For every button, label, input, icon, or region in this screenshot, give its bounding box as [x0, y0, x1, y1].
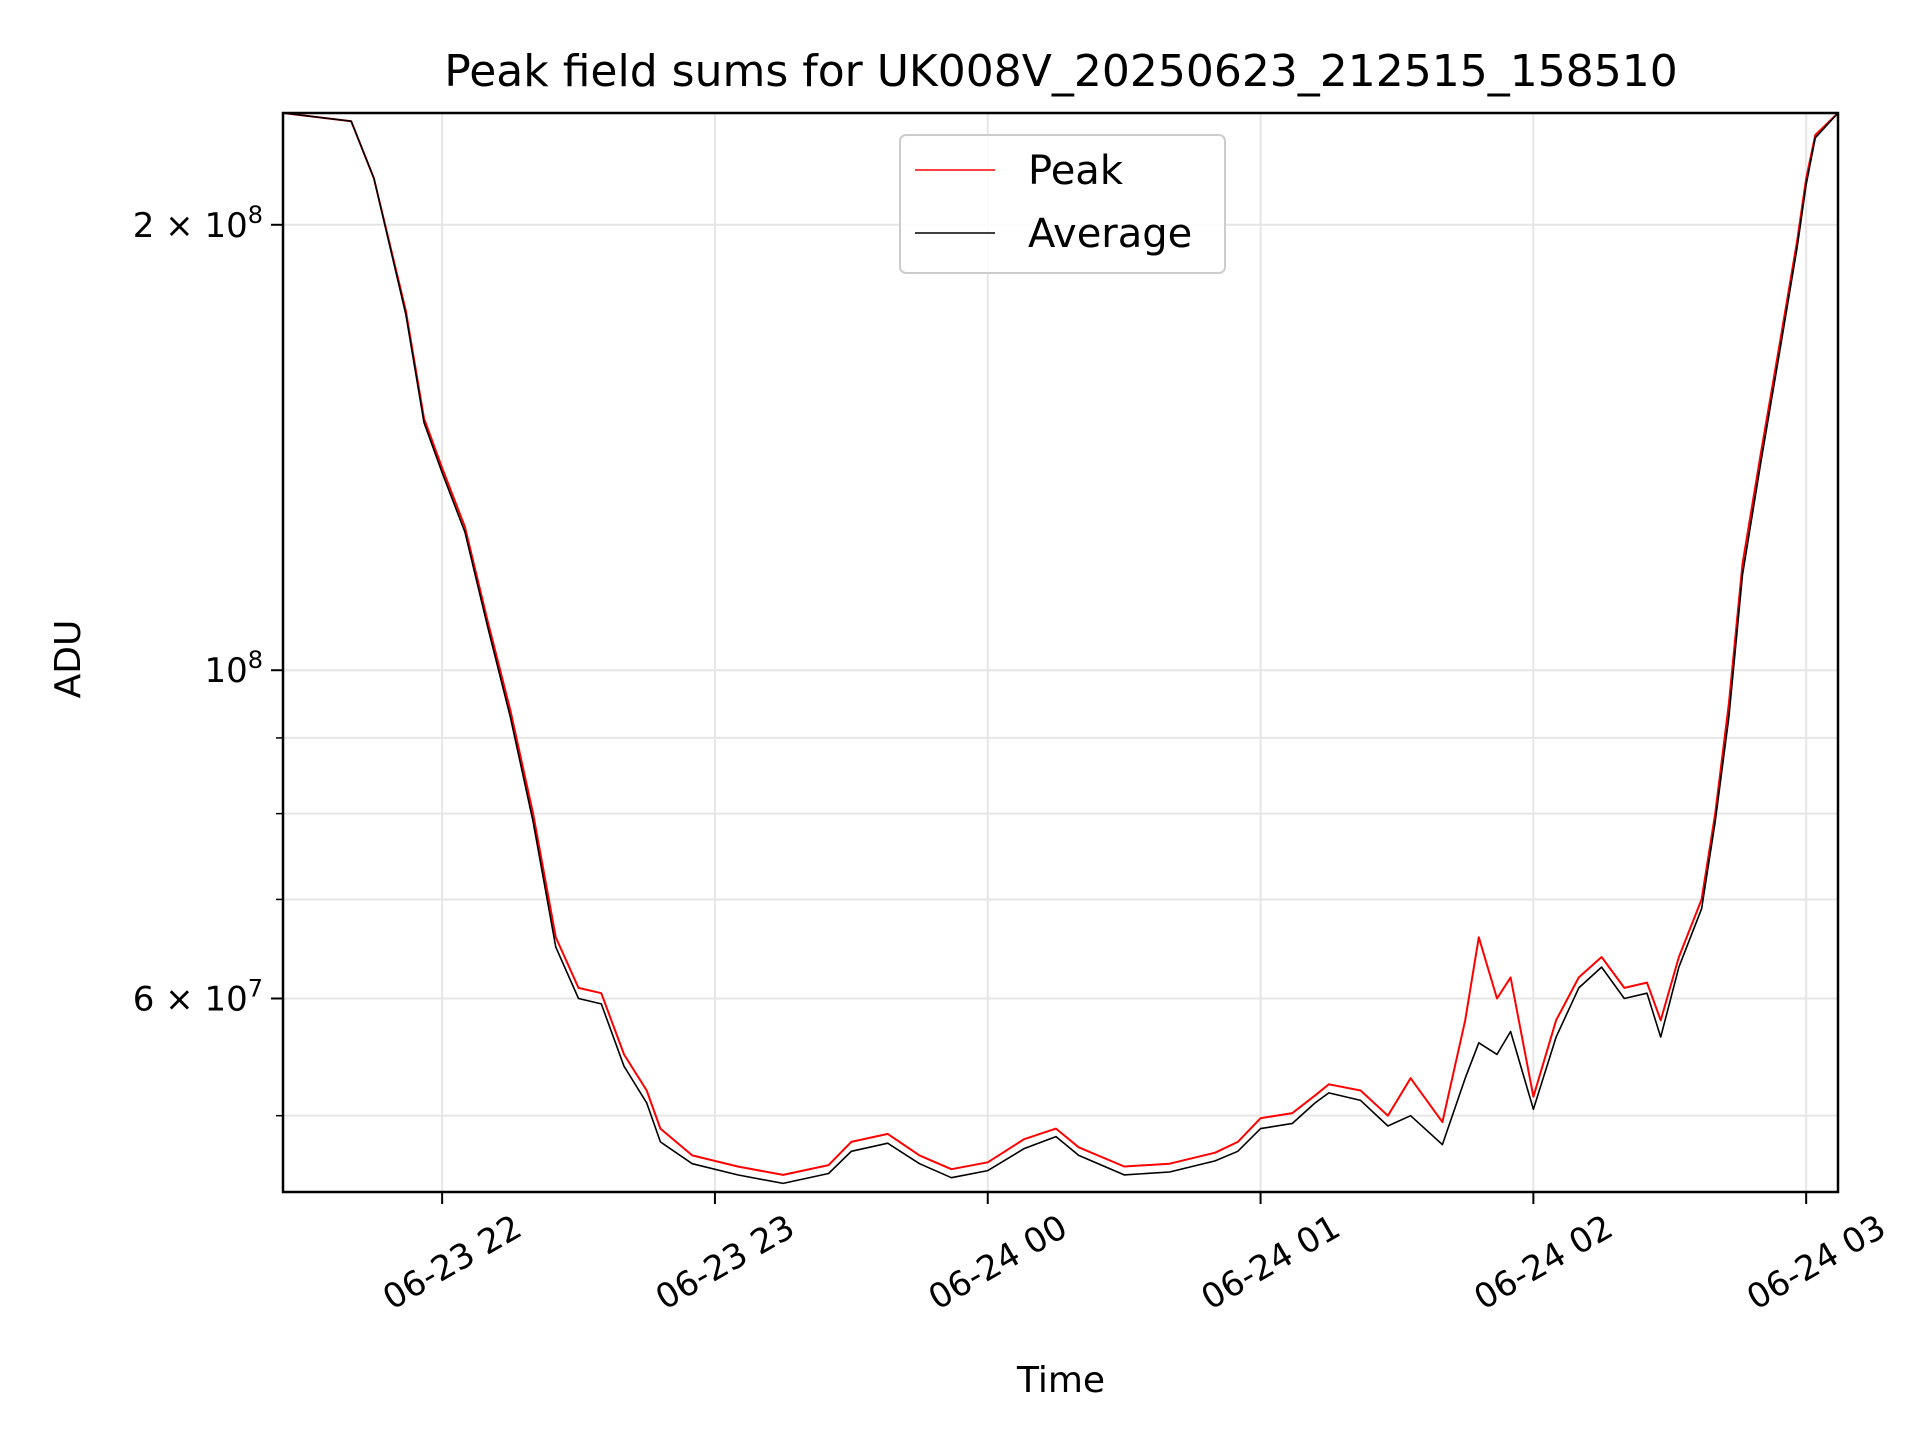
x-tick-label: 06-23 23 — [649, 1207, 801, 1318]
x-tick-label: 06-23 22 — [376, 1207, 528, 1318]
y-tick-label-exponent: 7 — [248, 975, 263, 1003]
x-tick-label: 06-24 01 — [1195, 1207, 1347, 1318]
y-tick-label-exponent: 8 — [248, 646, 263, 674]
x-tick-label: 06-24 02 — [1467, 1207, 1619, 1318]
plot-frame — [281, 111, 1840, 1194]
y-tick-label-exponent: 8 — [248, 201, 263, 229]
y-axis-label: ADU — [48, 620, 89, 699]
x-tick-label: 06-24 03 — [1740, 1207, 1892, 1318]
y-tick-label: 2 × 108 — [133, 201, 263, 246]
series-line-peak — [282, 112, 1839, 1176]
x-axis-label: Time — [1016, 1360, 1105, 1401]
legend-label-peak: Peak — [1028, 148, 1124, 194]
x-tick-label: 06-24 00 — [922, 1207, 1074, 1318]
chart-title: Peak field sums for UK008V_20250623_2125… — [444, 46, 1677, 97]
ticks-layer: 06-23 22 06-23 23 06-24 00 06-24 01 06-24 02… — [133, 201, 1893, 1318]
y-tick-label: 6 × 107 — [133, 975, 263, 1020]
grid-layer — [283, 113, 1838, 1192]
series-line-average — [282, 112, 1839, 1185]
legend-label-average: Average — [1028, 211, 1192, 257]
y-tick-label: 108 — [204, 646, 263, 691]
legend: Peak Average — [899, 134, 1226, 274]
series-layer — [282, 112, 1839, 1185]
y-tick-label-base: 2 × 10 — [133, 206, 248, 246]
y-tick-label-base: 6 × 10 — [133, 980, 248, 1020]
y-tick-label-base: 10 — [204, 651, 247, 691]
